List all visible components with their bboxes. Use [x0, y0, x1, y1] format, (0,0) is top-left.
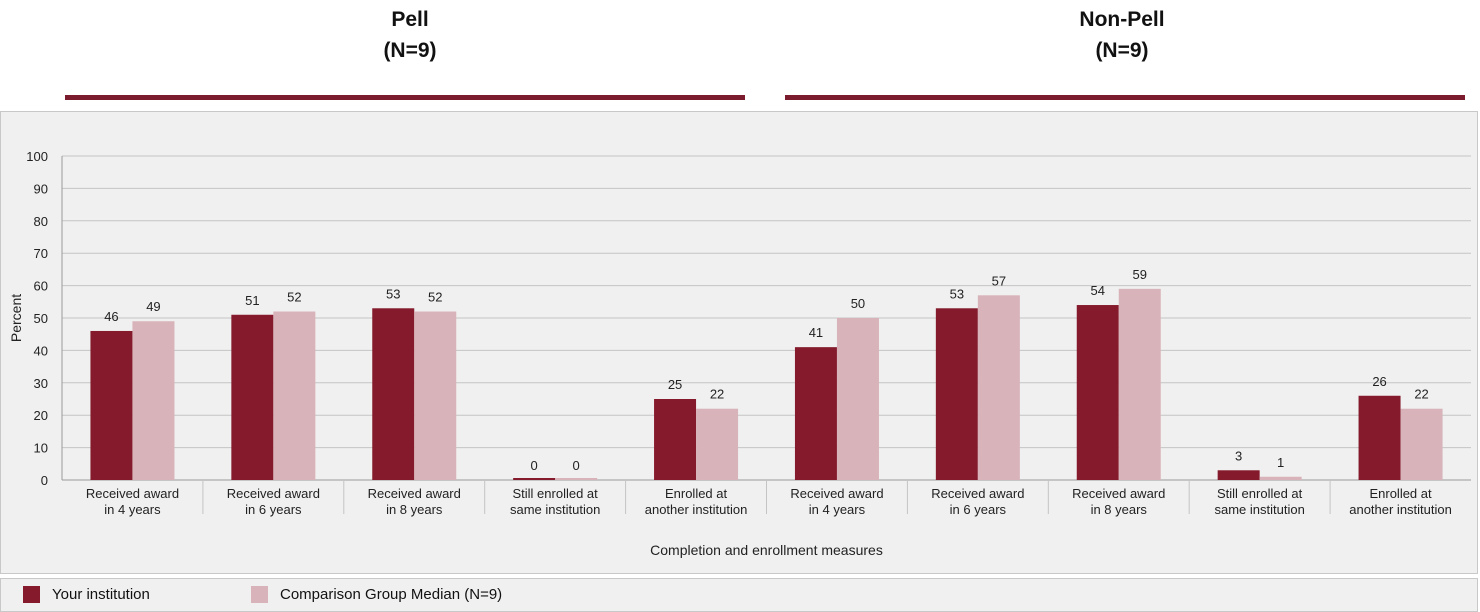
data-label: 51 [245, 293, 259, 308]
x-tick-label: Received award [86, 486, 179, 501]
bar-comparison [1400, 408, 1443, 480]
data-label: 0 [531, 458, 538, 473]
bar-comparison [977, 295, 1020, 480]
x-tick-label: same institution [1214, 502, 1304, 517]
y-tick-label: 60 [34, 279, 48, 294]
nonpell-title: Non-Pell [1079, 8, 1165, 31]
pell-subtitle: (N=9) [383, 39, 437, 62]
x-tick-label: in 6 years [245, 502, 302, 517]
x-tick-label: another institution [645, 502, 748, 517]
bar-your-institution [935, 308, 978, 480]
legend: Your institution Comparison Group Median… [0, 578, 1478, 612]
chart-panel: 0 10 20 30 40 50 60 70 80 90 100 Percent 46 49 Receive… [0, 111, 1478, 574]
y-tick-label: 0 [41, 473, 48, 488]
bar-comparison [836, 318, 879, 480]
x-tick-label: in 6 years [950, 502, 1007, 517]
data-label: 57 [992, 273, 1006, 288]
y-tick-label: 80 [34, 214, 48, 229]
legend-label-your-institution: Your institution [52, 586, 150, 603]
data-label: 41 [809, 325, 823, 340]
y-axis-title: Percent [8, 294, 24, 342]
x-tick-label: another institution [1349, 502, 1452, 517]
bar-comparison [1118, 288, 1161, 480]
bar-comparison [132, 321, 175, 480]
data-label: 52 [287, 290, 301, 305]
pell-group-title: Pell (N=9) [260, 4, 560, 66]
x-tick-label: same institution [510, 502, 600, 517]
legend-item-comparison: Comparison Group Median (N=9) [251, 586, 502, 603]
nonpell-group-title: Non-Pell (N=9) [972, 4, 1272, 66]
data-label: 0 [573, 458, 580, 473]
data-label: 46 [104, 309, 118, 324]
nonpell-group-rule [785, 95, 1465, 100]
x-tick-label: in 4 years [809, 502, 866, 517]
nonpell-subtitle: (N=9) [1095, 39, 1149, 62]
bar-comparison [414, 311, 457, 480]
data-label: 59 [1133, 267, 1147, 282]
bar-your-institution [513, 478, 556, 480]
bar-your-institution [372, 308, 415, 480]
x-tick-label: Still enrolled at [1217, 486, 1303, 501]
bar-comparison [273, 311, 316, 480]
pell-group-rule [65, 95, 745, 100]
legend-label-comparison: Comparison Group Median (N=9) [280, 586, 503, 603]
x-tick-label: in 4 years [104, 502, 161, 517]
data-label: 54 [1091, 283, 1105, 298]
data-label: 3 [1235, 448, 1242, 463]
x-tick-label: Received award [931, 486, 1024, 501]
x-axis-title: Completion and enrollment measures [650, 542, 883, 558]
y-tick-label: 90 [34, 181, 48, 196]
data-label: 50 [851, 296, 865, 311]
x-tick-label: Still enrolled at [513, 486, 599, 501]
y-tick-label: 10 [34, 441, 48, 456]
legend-swatch-comparison [251, 586, 268, 603]
pell-title: Pell [391, 8, 429, 31]
legend-item-your-institution: Your institution [23, 586, 150, 603]
x-tick-label: Enrolled at [665, 486, 728, 501]
x-tick-label: in 8 years [386, 502, 443, 517]
data-label: 22 [1414, 387, 1428, 402]
data-label: 25 [668, 377, 682, 392]
data-label: 22 [710, 387, 724, 402]
data-label: 52 [428, 290, 442, 305]
data-label: 26 [1372, 374, 1386, 389]
x-tick-label: Received award [227, 486, 320, 501]
bar-your-institution [1076, 305, 1119, 480]
x-tick-label: Enrolled at [1369, 486, 1432, 501]
y-tick-label: 40 [34, 343, 48, 358]
y-tick-label: 100 [26, 149, 48, 164]
legend-swatch-your-institution [23, 586, 40, 603]
bar-your-institution [90, 330, 133, 480]
bar-your-institution [231, 314, 274, 480]
bar-your-institution [1358, 395, 1401, 480]
bar-your-institution [794, 347, 837, 480]
x-tick-label: Received award [368, 486, 461, 501]
y-tick-label: 30 [34, 376, 48, 391]
data-label: 53 [950, 286, 964, 301]
y-tick-label: 50 [34, 311, 48, 326]
y-tick-label: 20 [34, 408, 48, 423]
data-label: 1 [1277, 455, 1284, 470]
x-tick-label: Received award [790, 486, 883, 501]
data-label: 49 [146, 299, 160, 314]
bar-your-institution [654, 399, 697, 480]
bar-comparison [555, 478, 598, 480]
x-tick-label: in 8 years [1091, 502, 1148, 517]
y-tick-label: 70 [34, 246, 48, 261]
bar-your-institution [1217, 470, 1260, 480]
x-tick-label: Received award [1072, 486, 1165, 501]
data-label: 53 [386, 286, 400, 301]
bar-comparison [696, 408, 739, 480]
bar-comparison [1259, 476, 1302, 480]
